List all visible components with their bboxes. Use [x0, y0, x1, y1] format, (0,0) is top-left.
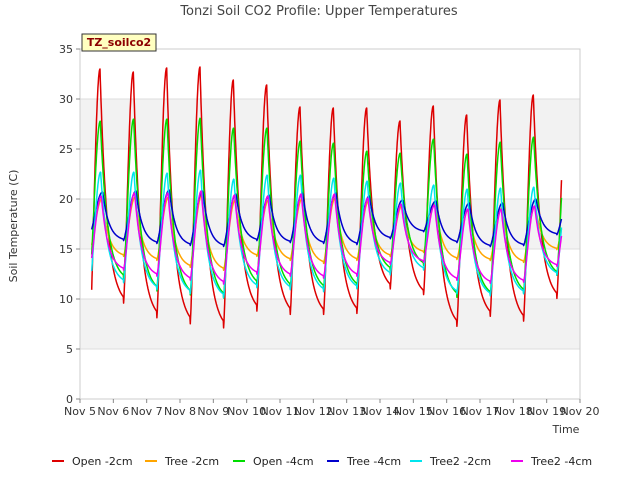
legend-label: Tree -4cm — [346, 455, 401, 468]
grid-band — [80, 299, 580, 349]
x-tick-label: Nov 11 — [261, 405, 300, 418]
series-line — [90, 117, 563, 299]
x-axis-label: Time — [552, 423, 580, 436]
y-tick-label: 10 — [59, 293, 73, 306]
x-tick-label: Nov 20 — [561, 405, 600, 418]
plot-border — [79, 48, 581, 400]
y-tick-label: 15 — [59, 243, 73, 256]
x-tick-label: Nov 12 — [294, 405, 333, 418]
x-tick-label: Nov 8 — [164, 405, 196, 418]
y-tick-label: 0 — [66, 393, 73, 406]
x-tick-label: Nov 10 — [227, 405, 266, 418]
x-tick-label: Nov 15 — [394, 405, 433, 418]
site-badge-box — [81, 33, 157, 52]
y-tick-label: 20 — [59, 193, 73, 206]
x-tick-label: Nov 17 — [461, 405, 500, 418]
chart-title: Tonzi Soil CO2 Profile: Upper Temperatur… — [179, 4, 458, 19]
x-tick-label: Nov 18 — [494, 405, 533, 418]
y-tick-label: 25 — [59, 143, 73, 156]
legend-label: Open -2cm — [72, 455, 133, 468]
series-line — [90, 190, 563, 285]
x-tick-label: Nov 19 — [527, 405, 566, 418]
y-tick-label: 30 — [59, 93, 73, 106]
x-tick-label: Nov 16 — [427, 405, 466, 418]
y-tick-label: 5 — [66, 343, 73, 356]
legend-label: Tree -2cm — [164, 455, 219, 468]
x-tick-label: Nov 9 — [197, 405, 229, 418]
x-tick-label: Nov 14 — [361, 405, 400, 418]
x-tick-label: Nov 13 — [327, 405, 366, 418]
legend: Open -2cm Tree -2cm Open -4cm Tree -4cm Tree… — [52, 455, 592, 468]
x-tick-label: Nov 5 — [64, 405, 96, 418]
x-tick-label: Nov 6 — [97, 405, 129, 418]
site-badge: TZ_soilco2 — [81, 33, 157, 52]
series-line — [90, 189, 563, 248]
y-tick-label: 35 — [59, 43, 73, 56]
x-tick-label: Nov 7 — [131, 405, 163, 418]
y-axis-label: Soil Temperature (C) — [7, 170, 20, 283]
legend-label: Tree2 -4cm — [530, 455, 592, 468]
legend-label: Tree2 -2cm — [429, 455, 491, 468]
legend-label: Open -4cm — [253, 455, 314, 468]
site-badge-label: TZ_soilco2 — [87, 36, 151, 49]
